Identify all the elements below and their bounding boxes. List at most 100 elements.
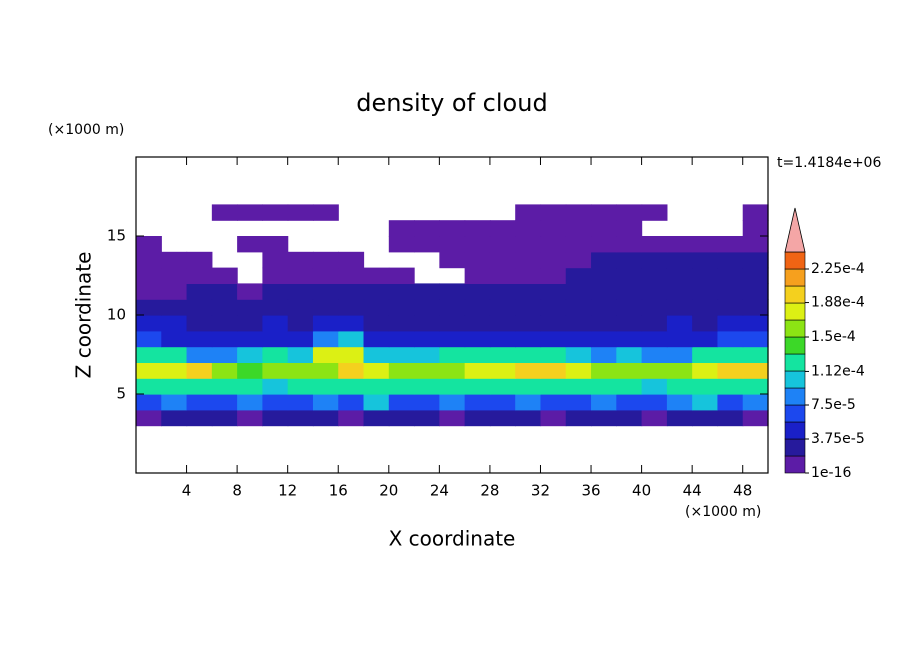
contour-cell: [616, 204, 643, 221]
contour-cell: [439, 251, 466, 269]
contour-cell: [338, 394, 365, 411]
contour-cell: [287, 299, 314, 316]
contour-cell: [338, 283, 365, 300]
contour-cell: [489, 394, 516, 411]
contour-cell: [237, 330, 263, 348]
contour-cell: [237, 394, 263, 411]
contour-cell: [489, 362, 516, 379]
x-tick-label: 40: [632, 482, 651, 500]
contour-cell: [616, 283, 643, 300]
contour-cell: [338, 251, 365, 269]
contour-cell: [237, 378, 263, 395]
contour-cell: [717, 267, 744, 284]
contour-cell: [338, 330, 365, 348]
contour-cell: [464, 267, 491, 284]
contour-cell: [262, 283, 289, 300]
contour-cell: [287, 394, 314, 411]
contour-cell: [262, 251, 289, 269]
contour-cell: [692, 315, 719, 332]
colorbar-band: [784, 455, 806, 474]
contour-cell: [742, 362, 769, 379]
contour-cell: [186, 330, 213, 348]
contour-cell: [312, 299, 339, 316]
contour-cell: [616, 409, 643, 427]
x-tick-label: 12: [278, 482, 297, 500]
contour-cell: [692, 394, 719, 411]
contour-cell: [489, 220, 516, 237]
contour-cell: [742, 299, 769, 316]
contour-cell: [515, 394, 542, 411]
contour-cell: [262, 378, 289, 395]
contour-cell: [136, 362, 162, 379]
contour-cell: [591, 362, 617, 379]
contour-cell: [540, 346, 567, 363]
colorbar-band: [784, 268, 806, 287]
contour-cell: [439, 315, 466, 332]
contour-cell: [742, 204, 769, 221]
contour-cell: [161, 409, 188, 427]
contour-cell: [616, 251, 643, 269]
contour-cell: [338, 267, 365, 284]
contour-cell: [262, 267, 289, 284]
contour-cell: [439, 346, 466, 363]
contour-cell: [565, 283, 592, 300]
contour-cell: [262, 362, 289, 379]
contour-cell: [262, 299, 289, 316]
contour-cell: [565, 362, 592, 379]
contour-cell: [742, 346, 769, 363]
contour-cell: [161, 267, 188, 284]
contour-cell: [439, 409, 466, 427]
colorbar-band: [784, 404, 806, 423]
contour-cell: [515, 346, 542, 363]
contour-cell: [186, 346, 213, 363]
contour-cell: [540, 330, 567, 348]
contour-cell: [363, 346, 390, 363]
contour-cell: [641, 409, 668, 427]
contour-cell: [439, 362, 466, 379]
contour-cell: [641, 378, 668, 395]
contour-cell: [742, 267, 769, 284]
contour-cell: [540, 267, 567, 284]
contour-cell: [262, 394, 289, 411]
contour-cell: [742, 283, 769, 300]
contour-cell: [136, 346, 162, 363]
contour-cell: [565, 236, 592, 253]
contour-cell: [540, 378, 567, 395]
contour-cell: [161, 378, 188, 395]
contour-cell: [641, 204, 668, 221]
contour-cell: [591, 283, 617, 300]
colorbar-band: [784, 319, 806, 338]
contour-cell: [616, 267, 643, 284]
contour-cell: [591, 204, 617, 221]
contour-cell: [414, 299, 440, 316]
contour-cell: [515, 362, 542, 379]
contour-cell: [262, 315, 289, 332]
contour-cell: [363, 330, 390, 348]
contour-cell: [338, 299, 365, 316]
contour-cell: [136, 267, 162, 284]
contour-cell: [287, 204, 314, 221]
contour-cell: [464, 378, 491, 395]
contour-cell: [565, 394, 592, 411]
contour-cell: [211, 204, 238, 221]
contour-cell: [136, 236, 162, 253]
contour-cell: [515, 315, 542, 332]
contour-cell: [692, 299, 719, 316]
x-tick-label: 48: [733, 482, 752, 500]
contour-cell: [287, 251, 314, 269]
x-tick-label: 8: [232, 482, 242, 500]
contour-cell: [641, 362, 668, 379]
contour-cell: [742, 378, 769, 395]
contour-cell: [717, 409, 744, 427]
contour-cell: [591, 299, 617, 316]
contour-cell: [565, 299, 592, 316]
contour-cell: [489, 378, 516, 395]
contour-cell: [616, 394, 643, 411]
contour-cell: [312, 315, 339, 332]
contour-cell: [363, 362, 390, 379]
contour-cell: [616, 220, 643, 237]
contour-cell: [211, 362, 238, 379]
x-tick-label: 28: [480, 482, 499, 500]
